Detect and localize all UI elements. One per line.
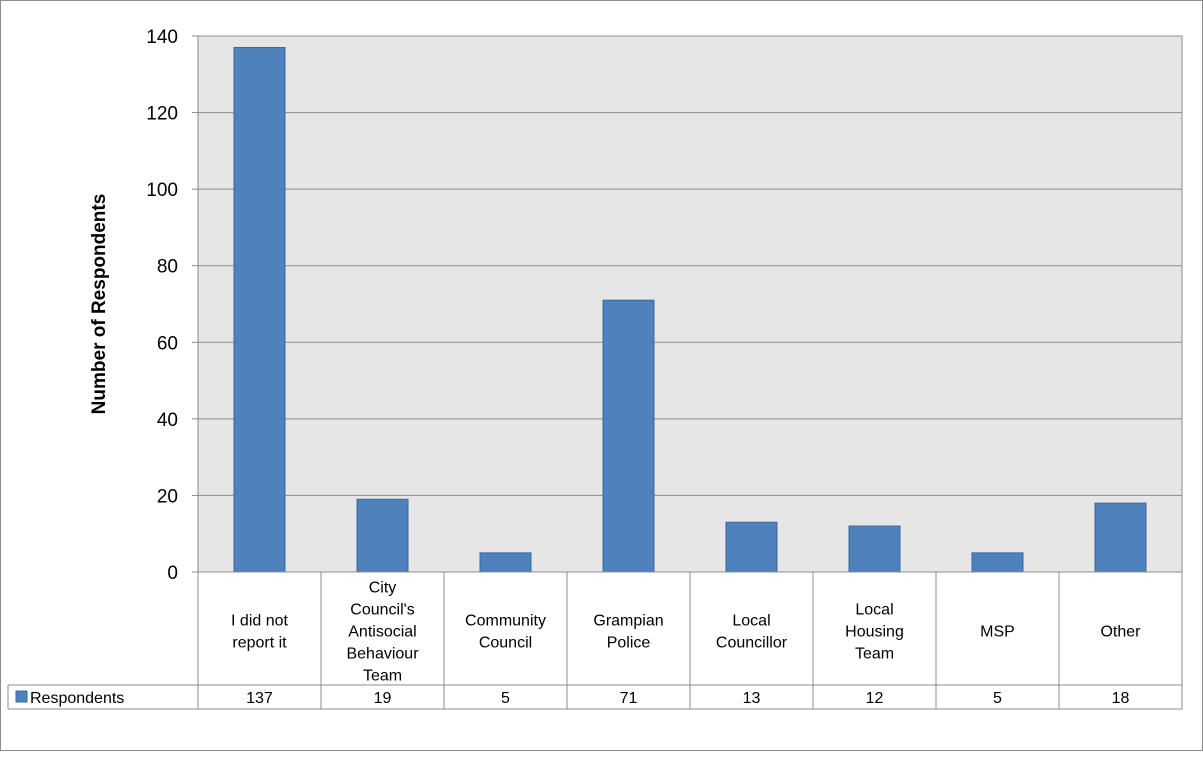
category-label: Community bbox=[465, 613, 546, 630]
category-label: Local bbox=[732, 613, 770, 630]
gridlines bbox=[198, 35, 1182, 496]
bar bbox=[233, 46, 286, 573]
data-value-label: 12 bbox=[866, 690, 884, 707]
category-label: Councillor bbox=[716, 635, 788, 652]
y-tick-label: 40 bbox=[157, 410, 178, 431]
category-label: Housing bbox=[845, 624, 904, 641]
category-label: report it bbox=[232, 635, 287, 652]
y-axis-ticks: 0 20 40 60 80 100 120 140 bbox=[146, 27, 198, 584]
category-label: Police bbox=[607, 635, 651, 652]
data-value-label: 137 bbox=[246, 690, 273, 707]
bar bbox=[848, 525, 901, 573]
category-label: Other bbox=[1100, 624, 1141, 641]
category-label: Council bbox=[479, 635, 532, 652]
category-label: Local bbox=[855, 602, 893, 619]
data-table: I did not report it City Council's Antisocia… bbox=[7, 571, 1183, 710]
bar bbox=[479, 552, 532, 573]
bar bbox=[725, 521, 778, 573]
bar bbox=[602, 299, 655, 573]
category-label: Behaviour bbox=[346, 646, 419, 663]
category-label: Team bbox=[363, 668, 402, 685]
y-tick-label: 20 bbox=[157, 486, 178, 507]
y-tick-label: 60 bbox=[157, 333, 178, 354]
bar bbox=[971, 552, 1024, 573]
bar bbox=[356, 498, 409, 573]
category-label: Antisocial bbox=[348, 624, 416, 641]
plot-background bbox=[197, 35, 1183, 573]
category-label: Grampian bbox=[593, 613, 663, 630]
data-value-label: 5 bbox=[501, 690, 510, 707]
category-label: MSP bbox=[980, 624, 1015, 641]
bar bbox=[1094, 502, 1147, 573]
data-value-label: 13 bbox=[743, 690, 761, 707]
plot-area bbox=[197, 35, 1183, 573]
legend-label: Respondents bbox=[30, 690, 124, 707]
legend-swatch bbox=[15, 690, 28, 703]
y-axis-label: Number of Respondents bbox=[89, 194, 110, 415]
category-label: Council's bbox=[350, 602, 414, 619]
data-value-label: 18 bbox=[1112, 690, 1130, 707]
y-tick-label: 100 bbox=[146, 180, 178, 201]
category-label: I did not bbox=[231, 613, 288, 630]
y-tick-label: 140 bbox=[146, 27, 178, 48]
category-label: Team bbox=[855, 646, 894, 663]
data-value-label: 5 bbox=[993, 690, 1002, 707]
data-value-label: 19 bbox=[374, 690, 392, 707]
y-tick-label: 80 bbox=[157, 257, 178, 278]
category-label: City bbox=[369, 580, 397, 597]
data-value-label: 71 bbox=[620, 690, 638, 707]
y-tick-label: 0 bbox=[167, 563, 178, 584]
y-tick-label: 120 bbox=[146, 104, 178, 125]
